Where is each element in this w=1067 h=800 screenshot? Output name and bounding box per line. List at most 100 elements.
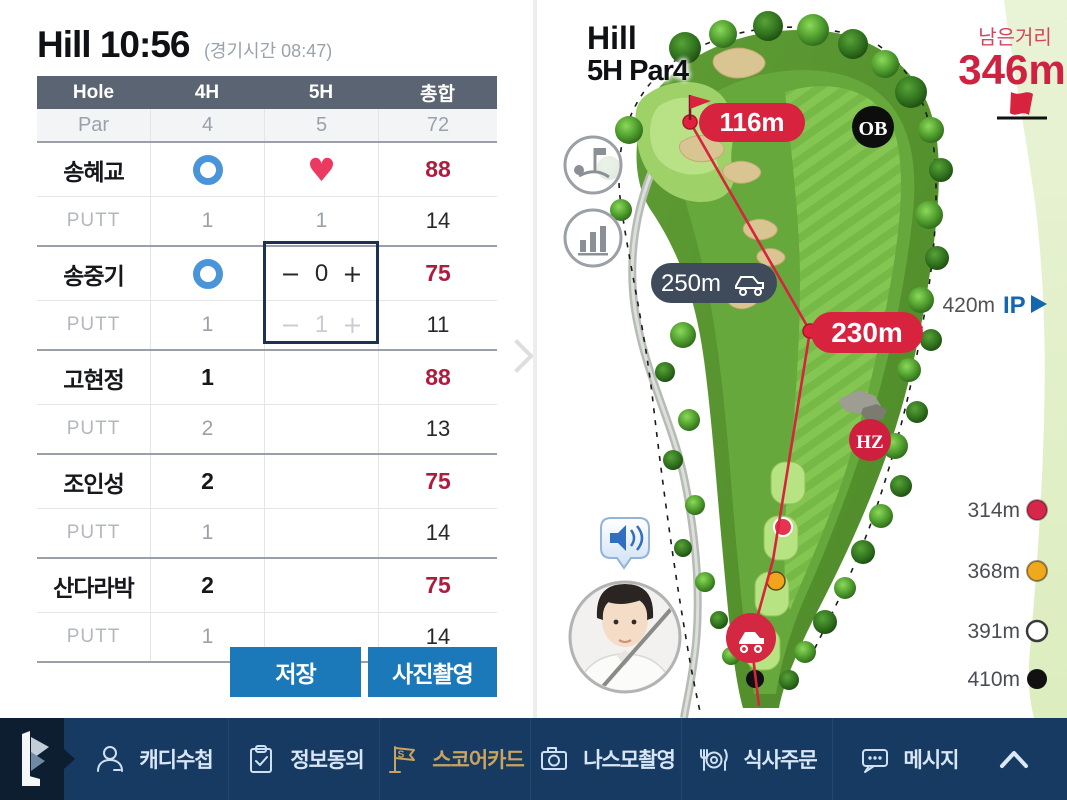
score-cell[interactable] <box>150 247 264 300</box>
par-row: Par 4 5 72 <box>37 109 497 141</box>
total-cell: 88 <box>378 351 497 404</box>
putt-cell[interactable]: −1 + <box>264 301 378 349</box>
putt-cell[interactable]: 1 <box>150 613 264 661</box>
photo-button[interactable]: 사진촬영 <box>368 647 497 697</box>
remaining-distance: 남은거리 346m <box>958 26 1066 120</box>
next-hole-chevron-icon[interactable] <box>500 339 534 373</box>
green-view-button[interactable] <box>563 135 623 195</box>
putt-label: PUTT <box>66 314 121 335</box>
svg-text:HZ: HZ <box>856 432 883 453</box>
nav-item-label: 캐디수첩 <box>139 749 213 772</box>
nav-item-label: 정보동의 <box>290 749 364 772</box>
putt-row: PUTT 1−1 +11 <box>37 300 497 349</box>
putt-cell[interactable] <box>264 509 378 557</box>
putt-cell[interactable]: 1 <box>150 197 264 245</box>
bar-chart-icon <box>578 226 608 256</box>
green-view-icon <box>574 148 610 179</box>
putt-value: 1 <box>201 625 214 648</box>
logo-icon <box>22 731 49 786</box>
chevron-up-icon <box>1000 751 1028 768</box>
ip-distance: 420m IP <box>942 292 1047 319</box>
score-cell[interactable] <box>264 455 378 508</box>
hole-time-title: Hill 10:56 <box>37 24 190 65</box>
nav-collapse-button[interactable] <box>979 718 1049 800</box>
svg-text:OB: OB <box>859 118 888 140</box>
total-score: 88 <box>425 364 451 390</box>
putt-row: PUTT 1 14 <box>37 508 497 557</box>
player-name-cell: 산다라박 <box>37 559 150 612</box>
putt-cell[interactable]: 1 <box>150 301 264 349</box>
putt-label-cell: PUTT <box>37 301 150 349</box>
player-name: 산다라박 <box>53 574 135 601</box>
nav-item-meal[interactable]: 식사주문 <box>681 718 832 800</box>
map-hole-info: 5H Par4 <box>587 54 689 87</box>
header-total: 총합 <box>420 84 455 105</box>
stepper-minus-button[interactable]: − <box>280 311 301 339</box>
stepper-plus-button[interactable]: + <box>342 259 363 288</box>
nav-item-camera[interactable]: 나스모촬영 <box>530 718 681 800</box>
camera-icon <box>541 747 568 770</box>
mid-distance-badge: 230m <box>811 312 923 353</box>
score-heart-icon: ♥ <box>307 150 336 189</box>
action-buttons: 저장 사진촬영 <box>37 647 497 697</box>
putt-cell[interactable]: 1 <box>150 509 264 557</box>
player-name-cell: 고현정 <box>37 351 150 404</box>
cart-position-badge <box>726 613 776 663</box>
caddie-avatar[interactable] <box>568 580 693 700</box>
putt-label: PUTT <box>66 626 121 647</box>
putt-value: 1 <box>201 521 214 544</box>
score-cell[interactable] <box>150 143 264 196</box>
putt-cell[interactable]: 2 <box>150 405 264 453</box>
putt-total-cell: 14 <box>378 613 497 661</box>
nav-item-clipboard-check[interactable]: 정보동의 <box>228 718 379 800</box>
caddie-voice-button[interactable] <box>600 517 650 570</box>
map-header: Hill 5H Par4 <box>587 21 689 87</box>
putt-value: 1 <box>315 209 328 232</box>
putt-total: 14 <box>425 208 451 233</box>
score-cell[interactable]: 1 <box>150 351 264 404</box>
score-cell[interactable]: ♥ <box>264 143 378 196</box>
stepper-value: 0 <box>314 259 329 287</box>
player-name-cell: 송혜교 <box>37 143 150 196</box>
rocks <box>839 390 887 421</box>
score-value: 2 <box>201 572 214 598</box>
score-cell[interactable]: −0 + <box>264 247 378 300</box>
putt-total-cell: 13 <box>378 405 497 453</box>
svg-text:346m: 346m <box>958 46 1065 93</box>
score-cell[interactable] <box>264 559 378 612</box>
score-table: Hole 4H 5H 총합 Par 4 5 72 송혜교 ♥ 88 PUTT 1 1 14 송… <box>37 76 497 663</box>
putt-total: 14 <box>425 520 451 545</box>
nav-item-scorecard-flag[interactable]: S 스코어카드 <box>379 718 530 800</box>
score-cell[interactable] <box>264 351 378 404</box>
putt-cell[interactable] <box>264 405 378 453</box>
putt-label: PUTT <box>66 418 121 439</box>
score-cell[interactable]: 2 <box>150 559 264 612</box>
stepper-minus-button[interactable]: − <box>280 259 301 288</box>
scorecard-flag-icon: S <box>389 746 416 773</box>
nav-item-label: 식사주문 <box>743 749 817 772</box>
putt-cell[interactable]: 1 <box>264 197 378 245</box>
distance-strip <box>1004 0 1067 718</box>
putt-label-cell: PUTT <box>37 509 150 557</box>
svg-text:250m: 250m <box>661 270 721 297</box>
nav-item-label: 나스모촬영 <box>583 749 676 772</box>
stepper-plus-button[interactable]: + <box>342 311 363 339</box>
cart-distance-badge: 250m <box>651 263 777 303</box>
putt-label: PUTT <box>66 210 121 231</box>
app-logo[interactable] <box>0 718 64 800</box>
player-row: 송혜교 ♥ 88 <box>37 141 497 196</box>
header-hole: Hole <box>72 81 115 103</box>
score-cell[interactable]: 2 <box>150 455 264 508</box>
ip-arrow-icon <box>1031 295 1047 313</box>
header-5h: 5H <box>308 81 334 103</box>
nav-item-message[interactable]: 메시지 <box>832 718 983 800</box>
putt-cell[interactable] <box>264 613 378 661</box>
score-value: 1 <box>201 364 214 390</box>
play-time-subtitle: (경기시간 08:47) <box>203 41 333 61</box>
logo-notch <box>64 749 75 769</box>
save-button[interactable]: 저장 <box>230 647 361 697</box>
nav-item-person[interactable]: 캐디수첩 <box>78 718 228 800</box>
speaker-icon <box>610 525 644 551</box>
hole-stats-button[interactable] <box>563 208 623 268</box>
